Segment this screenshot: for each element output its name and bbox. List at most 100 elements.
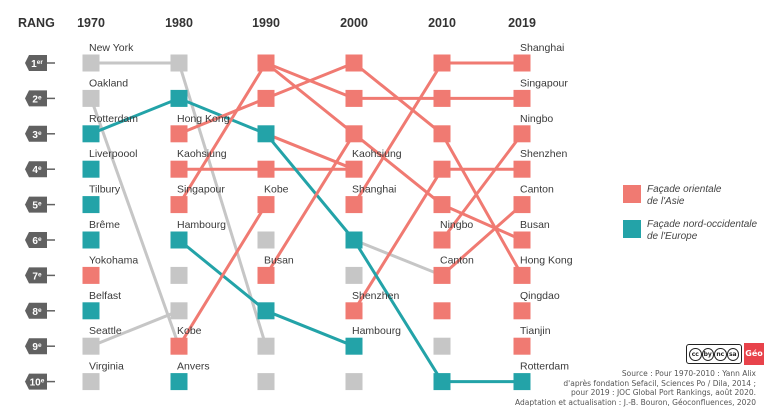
rank-badge (25, 232, 47, 248)
port-label: Busan (264, 254, 294, 266)
port-label: Canton (440, 254, 474, 266)
connection-lines (89, 61, 524, 384)
port-label: Shenzhen (352, 290, 399, 302)
rank-marker (345, 337, 363, 355)
rank-label: 6e (32, 236, 42, 247)
source-note: Source : Pour 1970-2010 : Yann Alix d'ap… (506, 369, 756, 407)
rank-marker (433, 54, 451, 72)
port-label: Qingdao (520, 290, 560, 302)
rank-label: 1er (31, 59, 43, 70)
rank-marker (513, 302, 531, 320)
rank-marker (345, 196, 363, 214)
rank-marker (345, 89, 363, 107)
port-label: Rotterdam (520, 361, 569, 373)
rank-marker (82, 373, 100, 391)
year-header: 2010 (428, 16, 456, 30)
rank-marker (433, 231, 451, 249)
connection-line (177, 203, 268, 348)
source-line: Source : Pour 1970-2010 : Yann Alix (621, 369, 756, 378)
port-label: Liverpoool (89, 148, 137, 160)
connection-line (264, 132, 356, 171)
port-label: Oakland (89, 77, 128, 89)
port-label: Busan (520, 219, 550, 231)
rank-marker (257, 231, 275, 249)
connection-line (264, 309, 356, 348)
port-label: Singapour (177, 184, 225, 196)
rank-marker (257, 373, 275, 391)
rank-marker (433, 266, 451, 284)
rank-marker (345, 302, 363, 320)
year-header: 2000 (340, 16, 368, 30)
connection-line (264, 132, 356, 242)
connection-line (352, 61, 444, 207)
connection-line (352, 167, 444, 313)
connection-line (352, 238, 444, 277)
rank-marker (433, 337, 451, 355)
port-label: Tilbury (89, 184, 121, 196)
rank-marker (513, 89, 531, 107)
rank-label: 8e (32, 307, 42, 318)
rank-marker (257, 54, 275, 72)
rank-marker (170, 231, 188, 249)
rank-badge (25, 55, 47, 71)
rank-badge (25, 161, 47, 178)
rank-marker (82, 125, 100, 143)
rank-marker (345, 266, 363, 284)
rank-badge (25, 196, 47, 213)
rank-marker (345, 373, 363, 391)
cc-icon: cc (689, 347, 702, 361)
port-label: Canton (520, 184, 554, 196)
axes: 1970 1980 1990 2000 2010 2019 RANG 1er 2e 3e 4e 5e 6… (18, 16, 536, 390)
rank-marker (170, 89, 188, 107)
port-label: Anvers (177, 361, 210, 373)
connection-line (177, 61, 268, 348)
rank-marker (170, 266, 188, 284)
rank-markers (82, 54, 531, 391)
rank-marker (513, 231, 531, 249)
nc-icon: nc (714, 347, 727, 361)
rank-marker (513, 373, 531, 391)
rank-marker (82, 231, 100, 249)
port-label: Shanghai (352, 184, 396, 196)
rank-marker (433, 160, 451, 178)
rank-axis-title: RANG (18, 16, 55, 30)
rank-marker (345, 160, 363, 178)
connection-line (264, 61, 356, 136)
rank-badge (25, 90, 47, 107)
rank-label: 2e (32, 94, 42, 105)
rank-label: 9e (32, 342, 42, 353)
port-label: Kaohsiung (177, 148, 227, 160)
rank-label: 3e (32, 130, 42, 141)
rank-marker (345, 54, 363, 72)
connection-line (440, 132, 524, 242)
port-label: Kobe (177, 325, 202, 337)
connection-line (89, 96, 181, 136)
rank-marker (257, 160, 275, 178)
geoconfluences-logo: Géo (744, 343, 764, 365)
rank-marker (257, 125, 275, 143)
creative-commons-badge: cc by nc sa (686, 344, 742, 364)
rank-marker (170, 373, 188, 391)
rank-marker (433, 196, 451, 214)
rank-badge (25, 125, 47, 142)
port-label: Hambourg (352, 325, 401, 337)
rank-marker (170, 160, 188, 178)
rank-label: 7e (32, 271, 42, 282)
year-header: 1970 (77, 16, 105, 30)
connection-line (264, 61, 356, 100)
connection-line (177, 61, 268, 207)
source-line: Adaptation et actualisation : J.-B. Bour… (515, 397, 756, 407)
source-line: d'après fondation Sefacil, Sciences Po /… (563, 378, 756, 388)
port-label: Shenzhen (520, 148, 567, 160)
rank-marker (345, 231, 363, 249)
port-label: Seattle (89, 325, 122, 337)
port-label: New York (89, 42, 134, 54)
port-label: Ningbo (440, 219, 473, 231)
rank-marker (170, 337, 188, 355)
port-label: Belfast (89, 290, 121, 302)
rank-marker (513, 160, 531, 178)
year-header: 1990 (252, 16, 280, 30)
connection-line (440, 203, 524, 242)
rank-marker (82, 302, 100, 320)
